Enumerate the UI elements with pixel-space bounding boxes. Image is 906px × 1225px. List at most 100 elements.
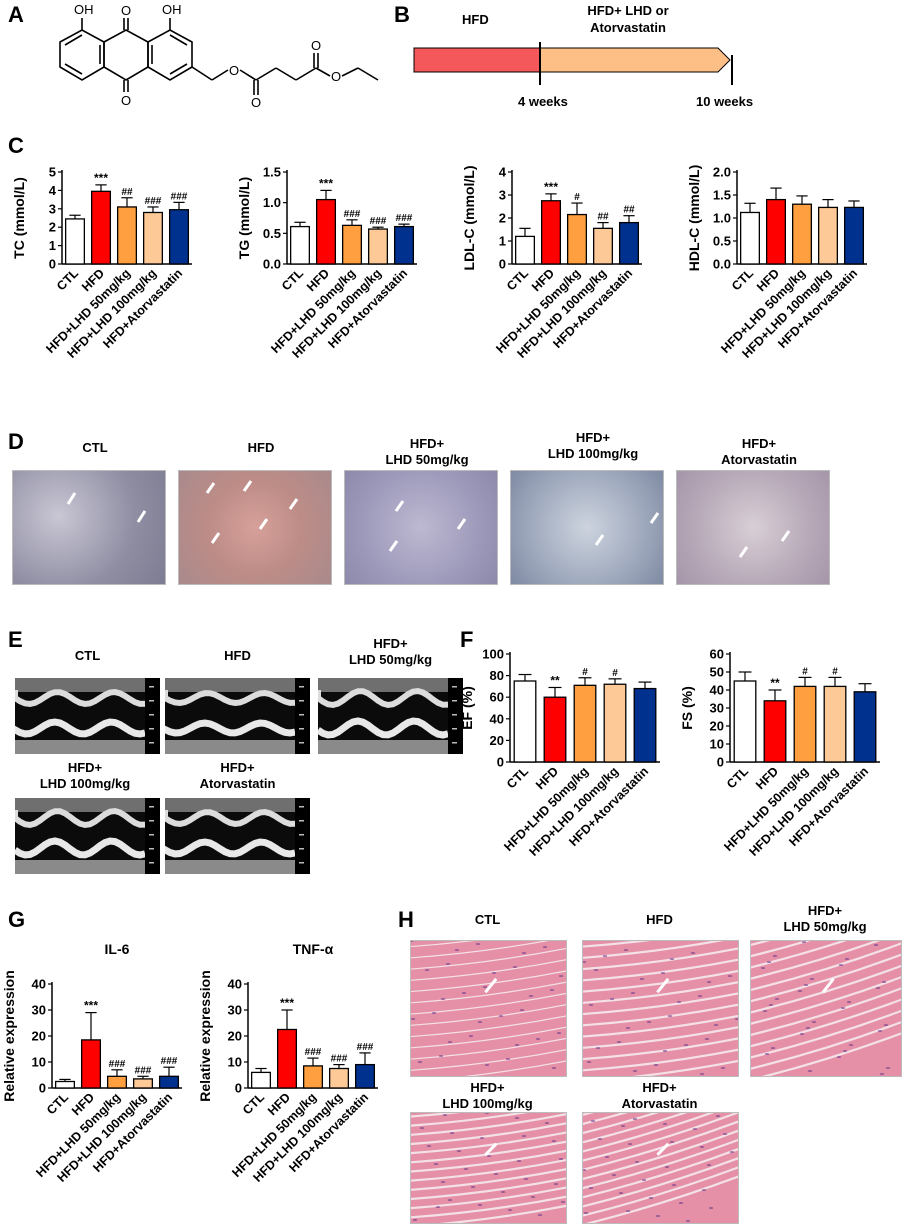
echo-label-lhd50: HFD+ LHD 50mg/kg bbox=[348, 636, 433, 667]
histology-h-label-ctl: CTL bbox=[474, 912, 501, 927]
bar bbox=[393, 225, 415, 265]
x-tick-label: CTL bbox=[504, 764, 531, 791]
y-tick-label: 30 bbox=[228, 1003, 242, 1018]
y-tick-label: 30 bbox=[710, 701, 724, 716]
significance-label: ** bbox=[770, 676, 780, 690]
bar bbox=[513, 680, 537, 763]
significance-label: *** bbox=[319, 176, 333, 190]
significance-label: ### bbox=[305, 1047, 322, 1058]
bar bbox=[315, 198, 337, 265]
significance-label: ### bbox=[357, 1042, 374, 1053]
panel-letter-c: C bbox=[8, 133, 24, 158]
significance-label: ### bbox=[344, 209, 361, 220]
arrow-icon bbox=[484, 1142, 498, 1156]
histology-d-image-hfd bbox=[178, 470, 332, 585]
echo-label-hfd: HFD bbox=[224, 648, 251, 663]
y-tick-label: 60 bbox=[490, 690, 504, 705]
bar bbox=[250, 1071, 272, 1089]
bar bbox=[765, 198, 787, 265]
significance-label: *** bbox=[544, 180, 558, 194]
echo-image-atorva bbox=[165, 798, 310, 874]
significance-label: # bbox=[612, 668, 618, 679]
bar bbox=[106, 1075, 128, 1089]
significance-label: # bbox=[574, 192, 580, 203]
y-tick-label: 0 bbox=[717, 755, 724, 770]
bar bbox=[168, 209, 190, 265]
atom-o-carbonyl2: O bbox=[311, 38, 321, 53]
y-axis-label: Relative expression bbox=[200, 970, 213, 1102]
bar bbox=[158, 1075, 180, 1089]
x-tick-label: CTL bbox=[279, 266, 306, 293]
arrow-icon bbox=[738, 530, 791, 558]
bar bbox=[142, 211, 164, 265]
y-tick-label: 50 bbox=[710, 665, 724, 680]
bar bbox=[823, 685, 847, 763]
histology-d-label-hfd: HFD bbox=[247, 440, 275, 455]
histology-d-label-lhd50: HFD+ LHD 50mg/kg bbox=[385, 436, 469, 467]
bar bbox=[54, 1080, 76, 1089]
bar bbox=[289, 225, 311, 265]
arrow-icon bbox=[656, 1142, 670, 1156]
y-tick-label: 40 bbox=[710, 683, 724, 698]
atom-o-bottom: O bbox=[121, 93, 131, 108]
bar bbox=[367, 228, 389, 265]
y-tick-label: 10 bbox=[32, 1055, 46, 1070]
treatment-timeline: HFD HFD+ LHD or Atorvastatin 4 weeks 10 … bbox=[413, 3, 753, 109]
bar bbox=[843, 206, 865, 265]
histology-d-image-ctl bbox=[12, 470, 166, 585]
y-axis-label: EF (%) bbox=[460, 686, 475, 730]
histology-h-label-hfd: HFD bbox=[646, 912, 673, 927]
y-tick-label: 40 bbox=[228, 977, 242, 992]
significance-label: # bbox=[802, 666, 808, 677]
y-tick-label: 20 bbox=[228, 1029, 242, 1044]
arrow-icon bbox=[484, 977, 498, 994]
y-tick-label: 40 bbox=[490, 711, 504, 726]
significance-label: ### bbox=[396, 213, 413, 224]
x-tick-label: CTL bbox=[724, 764, 751, 791]
arrow-icon bbox=[66, 492, 147, 523]
significance-label: # bbox=[832, 666, 838, 677]
y-tick-label: 20 bbox=[32, 1029, 46, 1044]
chart-hdl: HDL-C (mmol/L) 0.00.51.01.52.0CTLHFDHFD+L… bbox=[686, 165, 867, 361]
timeline-phase1-bar bbox=[413, 47, 541, 73]
y-tick-label: 1.5 bbox=[713, 188, 731, 203]
significance-label: *** bbox=[84, 999, 98, 1013]
histology-d-label-lhd100: HFD+ LHD 100mg/kg bbox=[547, 430, 639, 461]
bar bbox=[763, 700, 787, 763]
histology-d-label-ctl: CTL bbox=[82, 440, 108, 455]
panel-letter-f: F bbox=[460, 627, 474, 652]
significance-label: ### bbox=[331, 1054, 348, 1065]
bar bbox=[853, 691, 877, 763]
significance-label: ### bbox=[109, 1059, 126, 1070]
bar bbox=[633, 687, 657, 763]
bar bbox=[733, 680, 757, 763]
histology-h-label-lhd100: HFD+ LHD 100mg/kg bbox=[442, 1080, 533, 1111]
bar bbox=[132, 1078, 154, 1089]
y-tick-label: 2 bbox=[499, 211, 506, 226]
significance-label: ### bbox=[161, 1056, 178, 1067]
bar bbox=[817, 206, 839, 265]
y-tick-label: 1 bbox=[49, 238, 56, 253]
histology-d-image-atorva bbox=[676, 470, 830, 585]
bar bbox=[90, 190, 112, 265]
arrow-icon bbox=[388, 500, 467, 552]
bar bbox=[592, 227, 614, 265]
y-tick-label: 60 bbox=[710, 647, 724, 662]
bar bbox=[793, 685, 817, 763]
bar bbox=[328, 1067, 350, 1089]
significance-label: ### bbox=[370, 216, 387, 227]
y-tick-label: 0.5 bbox=[713, 234, 731, 249]
significance-label: ## bbox=[597, 212, 609, 223]
bar bbox=[80, 1039, 102, 1089]
echo-image-hfd bbox=[165, 678, 310, 754]
y-tick-label: 2.0 bbox=[713, 165, 731, 180]
y-tick-label: 0.0 bbox=[263, 257, 281, 272]
y-tick-label: 100 bbox=[482, 647, 504, 662]
arrow-icon bbox=[656, 977, 670, 994]
y-tick-label: 3 bbox=[499, 188, 506, 203]
significance-label: # bbox=[582, 667, 588, 678]
significance-label: *** bbox=[94, 171, 108, 185]
panel-letter-b: B bbox=[394, 2, 410, 27]
